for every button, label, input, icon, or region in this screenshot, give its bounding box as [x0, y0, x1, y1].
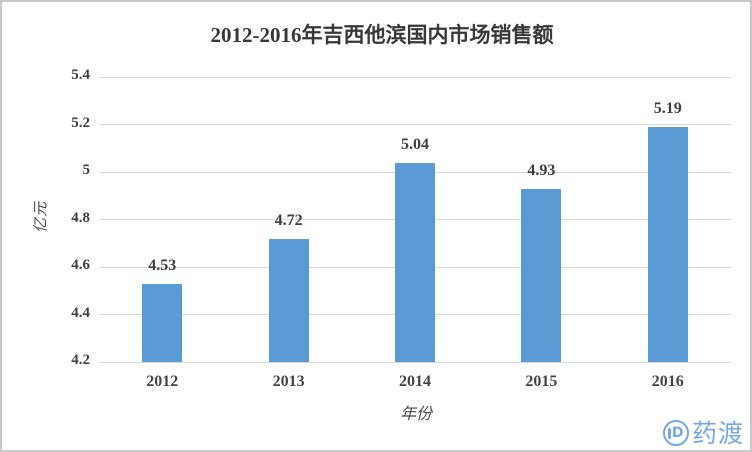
y-tick-label: 4.4 — [71, 304, 90, 321]
x-tick-label: 2012 — [146, 373, 179, 390]
y-tick-label: 5.4 — [71, 67, 90, 83]
x-tick-label: 2013 — [272, 373, 305, 390]
x-tick-label: 2014 — [399, 373, 431, 390]
gridline — [99, 124, 731, 125]
value-label: 5.04 — [401, 135, 429, 153]
value-label: 5.19 — [653, 99, 682, 117]
gridline — [99, 76, 731, 78]
x-axis-title: 年份 — [399, 406, 433, 423]
bar-2013 — [268, 238, 309, 362]
value-label: 4.93 — [527, 161, 556, 179]
bar-2015 — [521, 188, 562, 362]
chart-title: 2012-2016年吉西他滨国内市场销售额 — [210, 23, 554, 47]
y-tick-label: 5 — [82, 162, 91, 178]
yaodu-logo-icon: D — [662, 420, 689, 446]
bar-2016 — [647, 126, 688, 362]
gridline — [99, 361, 731, 363]
value-label: 4.53 — [148, 256, 177, 274]
watermark-text: 药渡 — [691, 418, 744, 448]
y-tick-label: 5.2 — [71, 114, 90, 131]
x-tick-label: 2016 — [651, 373, 684, 390]
bar-2012 — [142, 283, 183, 362]
y-tick-label: 4.8 — [71, 209, 90, 226]
y-tick-label: 4.6 — [71, 257, 90, 273]
x-tick-label: 2015 — [525, 373, 558, 390]
y-tick-label: 4.2 — [71, 352, 90, 368]
yaodu-watermark: D 药渡 — [662, 418, 744, 448]
bar-2014 — [395, 162, 435, 362]
value-label: 4.72 — [274, 211, 303, 229]
